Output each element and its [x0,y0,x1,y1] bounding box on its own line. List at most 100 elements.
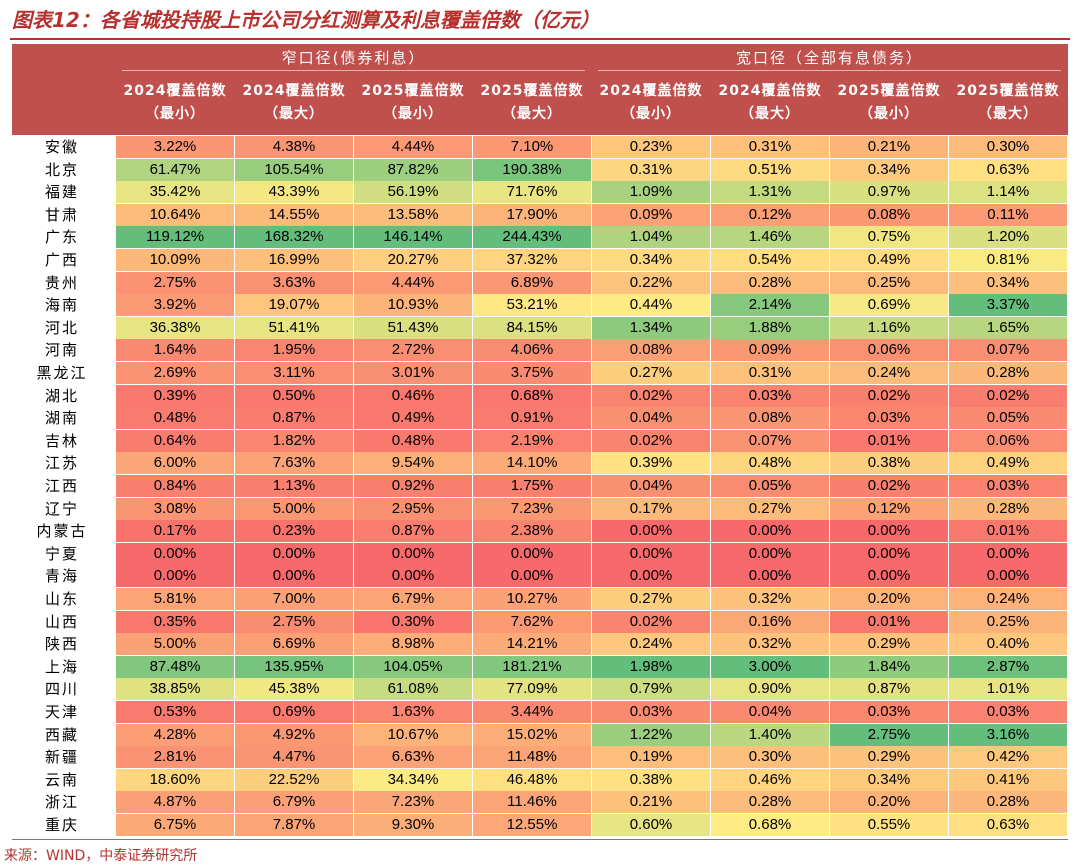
table-cell: 87.48% [116,655,234,678]
table-cell: 5.81% [116,588,234,610]
table-cell: 1.84% [830,655,948,678]
row-label: 黑龙江 [36,364,88,382]
row-label: 浙江 [44,793,79,812]
table-cell: 0.46% [354,384,472,407]
column-group-rule [598,70,1061,71]
table-cell: 0.81% [949,249,1067,271]
column-header-line: 2025覆盖倍数 [361,83,465,99]
table-cell: 38.85% [116,678,234,701]
table-cell: 0.34% [830,158,948,181]
table-cell: 1.22% [592,723,710,746]
table-cell: 0.48% [711,452,829,475]
table-cell: 13.58% [354,203,472,226]
table-cell: 0.35% [116,610,234,633]
table-cell: 0.63% [949,158,1067,181]
table-cell: 0.69% [830,294,948,317]
table-cell: 2.69% [116,362,234,384]
table-cell: 1.16% [830,316,948,339]
table-cell: 0.97% [830,181,948,204]
row-label: 湖南 [44,409,79,428]
column-group-label: 窄口径(债券利息） [281,49,426,67]
table-cell: 0.00% [949,542,1067,565]
table-cell: 3.00% [711,655,829,678]
row-label: 福建 [44,183,79,202]
table-cell: 0.34% [830,768,948,791]
table-cell: 15.02% [473,723,591,746]
table-cell: 0.54% [711,249,829,271]
table-cell: 0.04% [711,701,829,723]
table-cell: 0.02% [592,610,710,633]
table-cell: 0.91% [473,407,591,430]
table-cell: 0.49% [830,249,948,271]
table-cell: 3.16% [949,723,1067,746]
table-cell: 0.00% [354,542,472,565]
table-cell: 14.10% [473,452,591,475]
table-cell: 61.47% [116,158,234,181]
column-header-line: （最小） [621,106,681,122]
row-label: 北京 [44,160,79,179]
table-cell: 0.53% [116,701,234,723]
table-cell: 0.07% [711,429,829,452]
table-cell: 0.24% [592,633,710,656]
table-cell: 10.27% [473,588,591,610]
table-cell: 11.46% [473,791,591,814]
table-cell: 0.41% [949,768,1067,791]
table-cell: 3.37% [949,294,1067,317]
table-cell: 7.62% [473,610,591,633]
table-cell: 0.08% [830,203,948,226]
table-cell: 0.00% [592,565,710,588]
table-cell: 0.00% [235,542,353,565]
table-cell: 11.48% [473,746,591,769]
table-cell: 0.27% [592,588,710,610]
table-cell: 0.00% [473,542,591,565]
table-cell: 6.79% [354,588,472,610]
table-cell: 4.44% [354,136,472,158]
column-header-line: 2024覆盖倍数 [599,83,703,99]
column-header: 2024覆盖倍数 （最小） [116,80,234,126]
column-header-line: （最小） [383,106,443,122]
table-cell: 10.67% [354,723,472,746]
table-cell: 0.63% [949,814,1067,836]
table-cell: 0.00% [830,565,948,588]
table-cell: 0.00% [116,542,234,565]
column-header-line: （最大） [502,106,562,122]
table-cell: 0.27% [711,497,829,520]
row-label: 江西 [44,477,79,495]
table-cell: 0.03% [711,384,829,407]
table-cell: 2.75% [116,271,234,294]
table-cell: 0.02% [830,384,948,407]
table-cell: 0.03% [830,701,948,723]
table-cell: 1.63% [354,701,472,723]
table-cell: 2.75% [235,610,353,633]
table-cell: 0.09% [711,339,829,362]
table-cell: 3.22% [116,136,234,158]
table-cell: 0.32% [711,633,829,656]
table-cell: 1.34% [592,316,710,339]
table-cell: 5.00% [235,497,353,520]
table-cell: 2.81% [116,746,234,769]
row-label: 新疆 [44,748,79,767]
table-cell: 0.17% [116,520,234,543]
table-cell: 0.02% [949,384,1067,407]
table-cell: 0.00% [949,565,1067,588]
table-cell: 71.76% [473,181,591,204]
table-cell: 2.75% [830,723,948,746]
table-cell: 0.28% [711,791,829,814]
table-cell: 0.00% [592,542,710,565]
table-cell: 1.75% [473,475,591,497]
table-cell: 2.19% [473,429,591,452]
column-header-line: 2025覆盖倍数 [480,83,584,99]
table-cell: 0.00% [473,565,591,588]
table-cell: 43.39% [235,181,353,204]
column-header-line: （最小） [859,106,919,122]
table-cell: 0.23% [592,136,710,158]
table-cell: 6.75% [116,814,234,836]
table-cell: 0.30% [949,136,1067,158]
table-cell: 61.08% [354,678,472,701]
table-cell: 0.30% [354,610,472,633]
table-cell: 0.40% [949,633,1067,656]
table-cell: 0.00% [354,565,472,588]
table-cell: 0.08% [592,339,710,362]
table-cell: 12.55% [473,814,591,836]
table-cell: 37.32% [473,249,591,271]
